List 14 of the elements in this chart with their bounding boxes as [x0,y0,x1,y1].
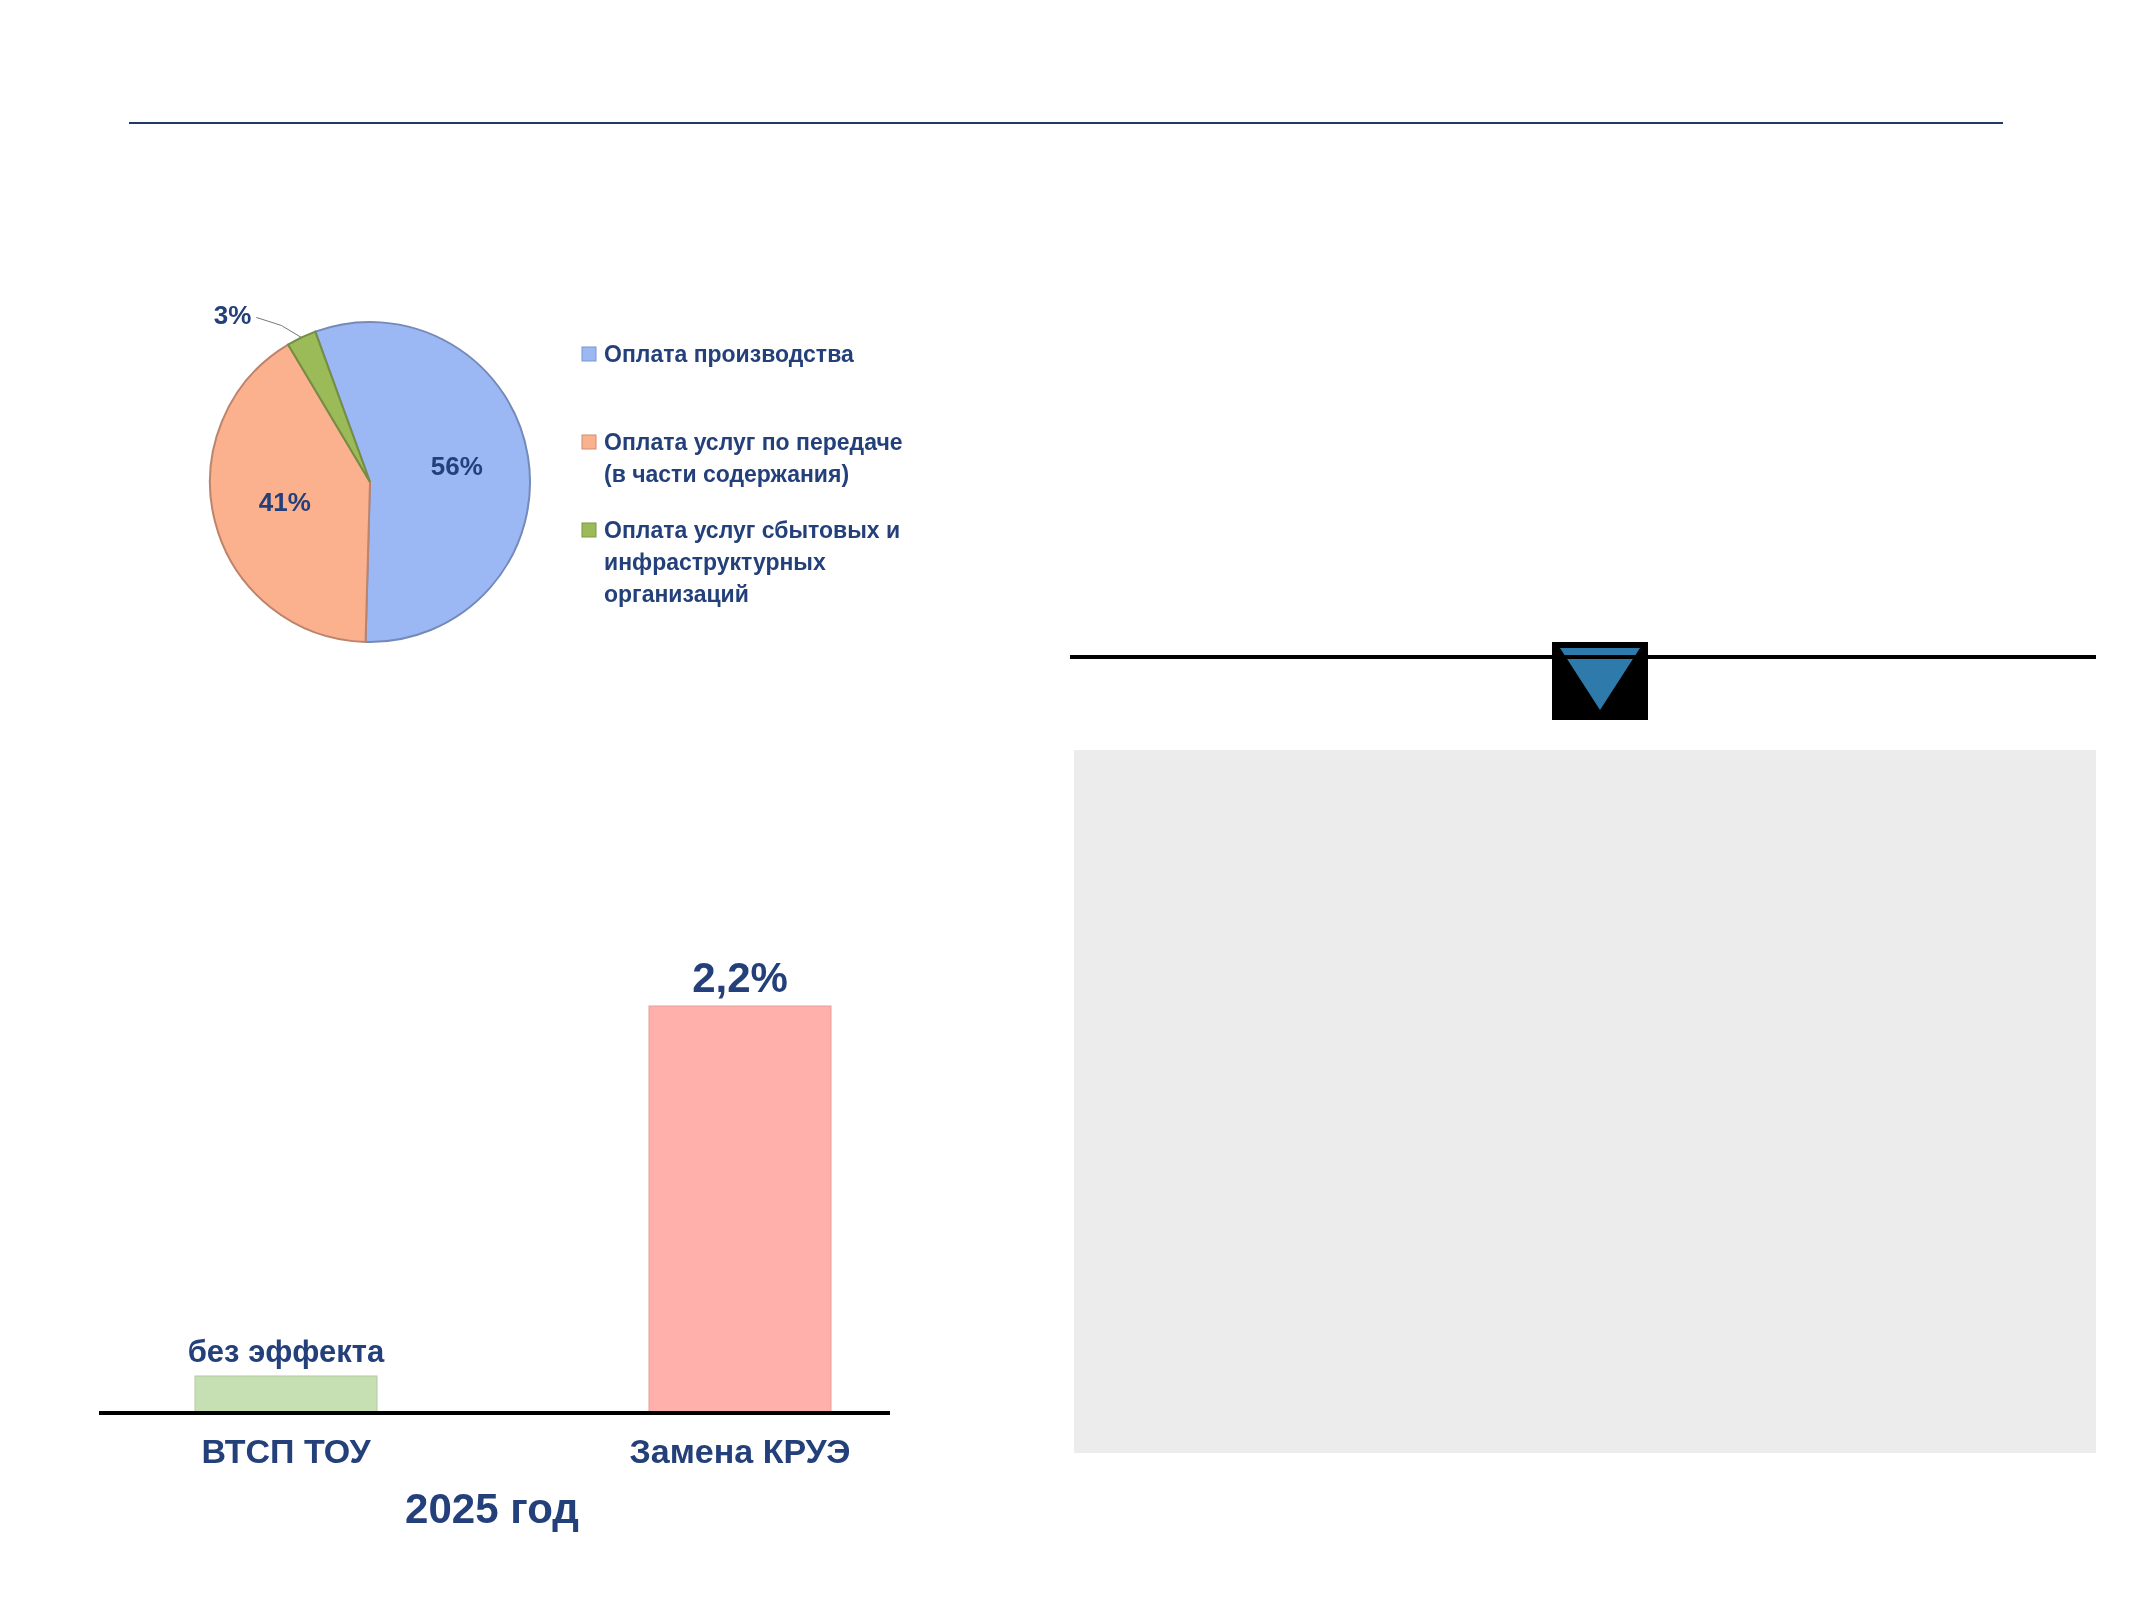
x-tick-label: Замена КРУЭ [629,1432,851,1470]
pie-slice [209,343,371,643]
legend-label: Оплата услуг сбытовых и инфраструктурных организаций [604,517,901,608]
data-label: 41% [258,487,311,518]
pie-slice [314,321,531,643]
data-label: 56% [430,450,483,481]
x-axis-title: 2025 год [405,1485,579,1532]
data-label: без эффекта [187,1334,386,1369]
data-label: 3% [213,300,252,331]
legend-label: Оплата производства [604,341,854,368]
data-label: 2,2% [692,954,788,1001]
legend-label: Оплата услуг по передаче (в части содержания) [604,429,903,488]
pie-slice [287,330,371,483]
x-tick-label: ВТСП ТОУ [201,1432,372,1470]
